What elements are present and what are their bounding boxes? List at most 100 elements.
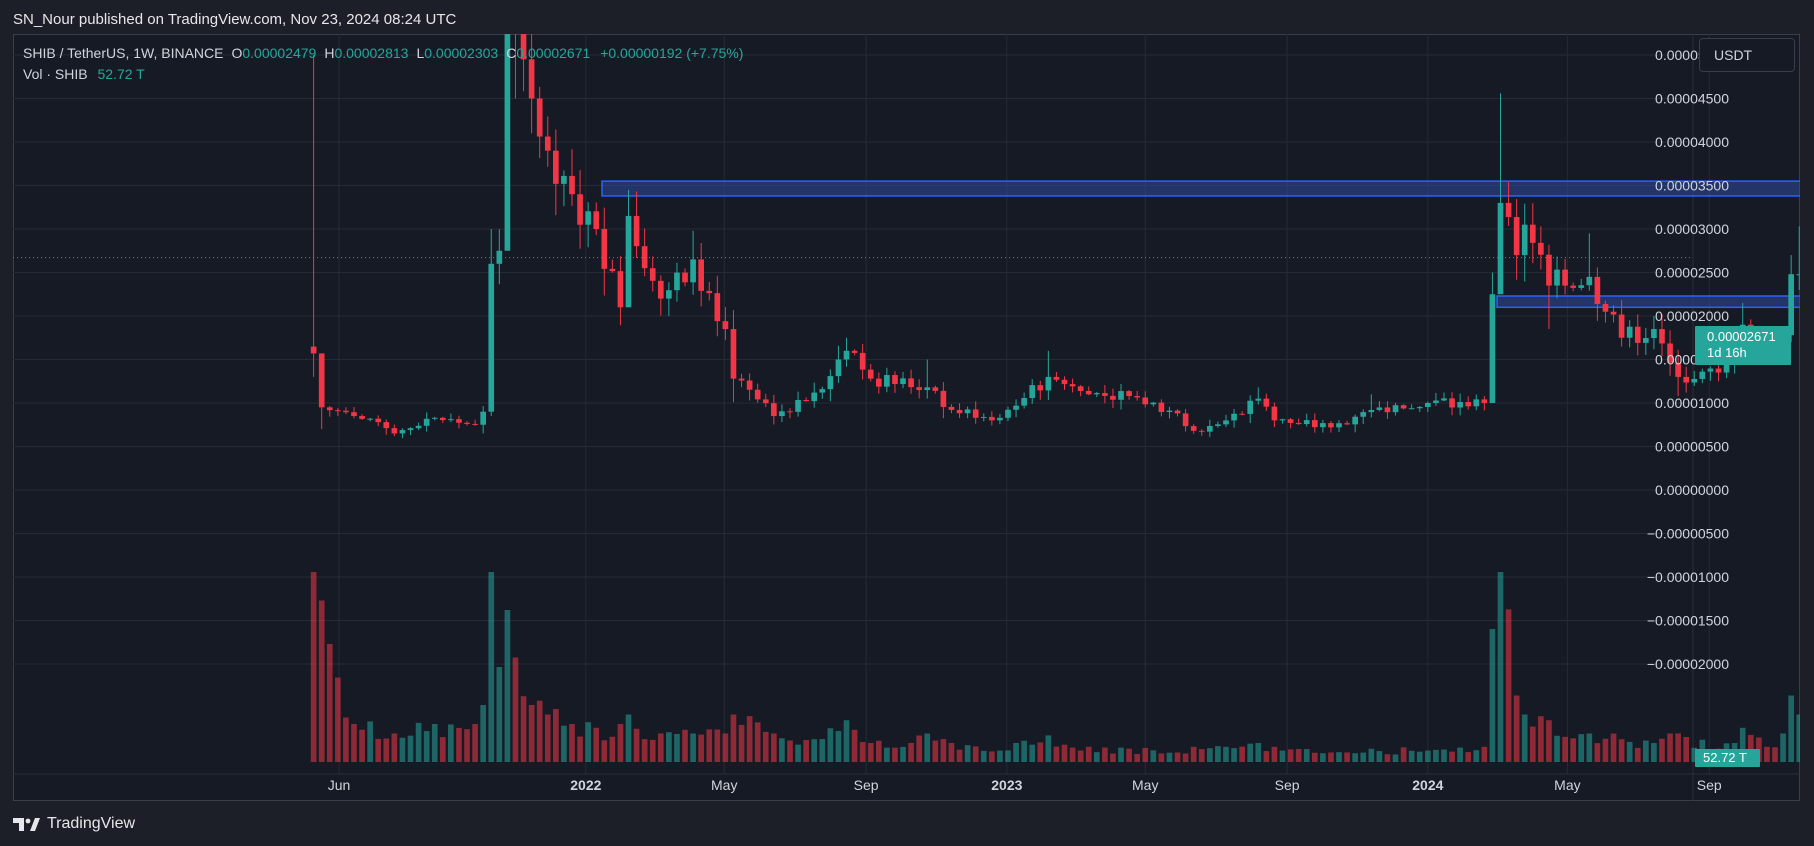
volume-bar bbox=[819, 739, 826, 762]
candle-body-up bbox=[674, 272, 680, 291]
symbol-label[interactable]: SHIB / TetherUS, 1W, BINANCE bbox=[23, 45, 224, 61]
volume-bar bbox=[383, 738, 390, 762]
candle-body-up bbox=[448, 419, 454, 421]
time-axis[interactable]: Jun2022MaySep2023MaySep2024MaySep2025May… bbox=[328, 777, 1800, 793]
candle-body-down bbox=[593, 211, 600, 229]
low-key: L bbox=[416, 45, 425, 61]
candle-body-up bbox=[1150, 402, 1157, 405]
candle-body-up bbox=[561, 175, 567, 184]
candle-body-down bbox=[577, 194, 583, 225]
candle-body-up bbox=[1045, 376, 1052, 391]
candle-body-down bbox=[771, 403, 777, 417]
volume-bar bbox=[1400, 747, 1407, 762]
volume-bar bbox=[1336, 752, 1342, 762]
volume-bar bbox=[900, 746, 906, 762]
candle-body-down bbox=[1158, 402, 1165, 412]
header: SN_Nour published on TradingView.com, No… bbox=[0, 0, 1814, 38]
volume-bar bbox=[754, 722, 761, 762]
open-value: 0.00002479 bbox=[242, 45, 317, 61]
volume-bar bbox=[633, 728, 640, 762]
volume-bar bbox=[1449, 751, 1455, 762]
candle-body-down bbox=[1239, 413, 1245, 415]
time-tick-label: Sep bbox=[1697, 777, 1722, 793]
volume-bar bbox=[335, 677, 341, 762]
volume-bar bbox=[762, 731, 769, 762]
volume-bar bbox=[867, 743, 874, 762]
candle-body-down bbox=[472, 423, 478, 425]
candle-body-down bbox=[1271, 406, 1278, 421]
volume-bar bbox=[1110, 753, 1116, 762]
volume-bar bbox=[1626, 741, 1633, 762]
candle-body-down bbox=[383, 422, 390, 429]
volume-label[interactable]: Vol · SHIB bbox=[23, 66, 88, 82]
candle-body-up bbox=[1368, 409, 1375, 413]
volume-bar bbox=[1013, 743, 1019, 762]
volume-bar bbox=[956, 749, 963, 762]
price-tick-label: −0.00001500 bbox=[1647, 613, 1729, 629]
volume-bar bbox=[1053, 746, 1060, 762]
candle-body-down bbox=[1610, 311, 1617, 315]
volume-bar bbox=[1328, 752, 1334, 762]
volume-bar bbox=[496, 667, 503, 762]
candle-body-up bbox=[1707, 368, 1714, 372]
volume-bar bbox=[1659, 738, 1665, 762]
candle-body-up bbox=[1013, 405, 1019, 410]
volume-bar bbox=[1239, 746, 1245, 762]
candle-body-down bbox=[1174, 410, 1181, 414]
candle-body-down bbox=[553, 150, 559, 184]
candle-body-down bbox=[1505, 202, 1512, 217]
candle-body-down bbox=[1126, 391, 1132, 397]
volume-bar bbox=[1029, 744, 1036, 762]
volume-bar bbox=[682, 729, 688, 762]
candle-body-up bbox=[1376, 407, 1383, 410]
volume-bar bbox=[1287, 749, 1294, 762]
candle-body-up bbox=[964, 409, 971, 414]
candle-body-up bbox=[827, 376, 834, 390]
volume-bar bbox=[1594, 743, 1601, 762]
candle-body-up bbox=[415, 425, 422, 429]
volume-bar bbox=[1045, 735, 1052, 762]
volume-bar bbox=[932, 740, 939, 762]
candle-body-down bbox=[1182, 413, 1189, 427]
candle-body-down bbox=[787, 411, 793, 413]
volume-bar bbox=[1102, 747, 1108, 762]
volume-bar bbox=[1295, 748, 1302, 762]
candle-body-up bbox=[1489, 294, 1496, 403]
ohlc-legend: SHIB / TetherUS, 1W, BINANCE O0.00002479 H… bbox=[23, 45, 743, 87]
chart-svg[interactable]: 0.000055000.000050000.000045000.00004000… bbox=[13, 34, 1800, 801]
volume-bar bbox=[480, 705, 487, 762]
candle-body-down bbox=[1102, 393, 1108, 396]
volume-bar bbox=[1764, 746, 1770, 762]
candle-body-down bbox=[1529, 224, 1536, 243]
volume-bar bbox=[1085, 746, 1092, 762]
volume-bar bbox=[1360, 752, 1367, 762]
volume-bar bbox=[351, 724, 357, 762]
volume-bars bbox=[310, 572, 1800, 762]
candle-body-up bbox=[1796, 274, 1800, 276]
price-axis[interactable]: 0.000055000.000050000.000045000.00004000… bbox=[1647, 34, 1729, 672]
volume-bar bbox=[690, 733, 696, 762]
candle-body-up bbox=[423, 418, 430, 426]
time-tick-label: Sep bbox=[854, 777, 879, 793]
volume-bar bbox=[1368, 748, 1375, 762]
volume-bar bbox=[1513, 695, 1520, 762]
support-resistance-zone bbox=[601, 180, 1800, 197]
candle-body-down bbox=[1134, 396, 1140, 398]
volume-bar bbox=[1497, 572, 1504, 762]
candle-body-up bbox=[666, 290, 672, 299]
candle-body-down bbox=[326, 407, 333, 411]
candle-body-down bbox=[1634, 326, 1641, 343]
volume-bar bbox=[843, 720, 850, 762]
candle-body-down bbox=[1344, 423, 1350, 425]
volume-bar bbox=[851, 729, 858, 762]
volume-bar bbox=[884, 747, 890, 762]
volume-bar bbox=[464, 729, 470, 762]
candle-body-up bbox=[980, 416, 987, 418]
volume-bar bbox=[617, 724, 624, 762]
footer[interactable]: TradingView bbox=[13, 812, 135, 836]
price-tick-label: 0.00002000 bbox=[1655, 308, 1729, 324]
currency-button[interactable]: USDT bbox=[1699, 38, 1795, 72]
time-tick-label: May bbox=[1554, 777, 1580, 793]
volume-bar bbox=[343, 717, 349, 762]
volume-bar bbox=[1134, 753, 1140, 762]
